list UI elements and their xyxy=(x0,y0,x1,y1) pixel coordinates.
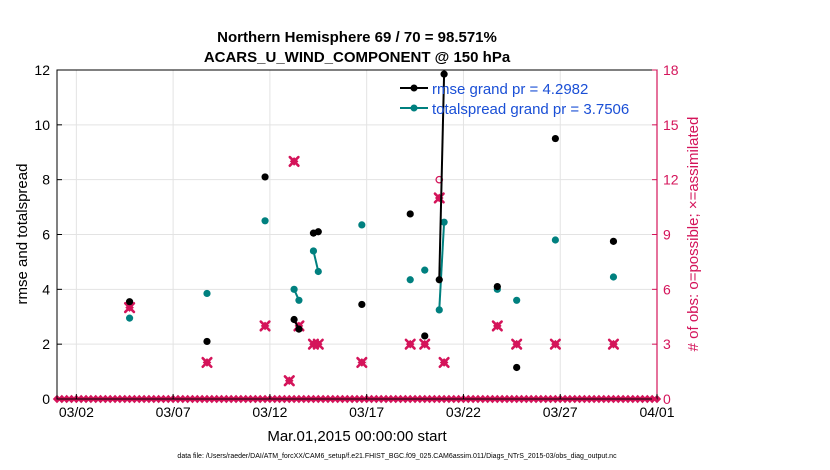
spread-point xyxy=(551,236,559,244)
obs-count-markers xyxy=(123,155,620,387)
y-left-tick-label: 0 xyxy=(42,391,50,407)
chart-title-line2: ACARS_U_WIND_COMPONENT @ 150 hPa xyxy=(204,49,511,66)
y-axis-right-label: # of obs: o=possible; ×=assimilated xyxy=(685,117,702,352)
rmse-point xyxy=(551,134,559,143)
spread-point xyxy=(261,217,269,225)
obs-assimilated-x xyxy=(491,320,503,332)
spread-point xyxy=(421,266,429,274)
x-tick-label: 03/27 xyxy=(543,404,578,420)
legend-rmse-label: rmse grand pr = 4.2982 xyxy=(432,81,588,98)
rmse-point xyxy=(609,237,618,245)
spread-point xyxy=(609,273,618,281)
obs-assimilated-x xyxy=(438,356,450,369)
rmse-point xyxy=(440,70,448,78)
rmse-point xyxy=(493,282,501,291)
rmse-point xyxy=(261,173,269,181)
rmse-point xyxy=(125,298,134,306)
spread-point xyxy=(314,267,322,276)
x-tick-label: 03/22 xyxy=(446,404,481,420)
rmse-point xyxy=(406,210,414,218)
obs-assimilated-x xyxy=(549,338,561,350)
y-right-tick-label: 6 xyxy=(663,281,671,297)
legend-spread-label: totalspread grand pr = 3.7506 xyxy=(432,101,629,118)
y-left-tick-label: 8 xyxy=(42,172,50,188)
y-left-tick-label: 10 xyxy=(34,117,50,133)
obs-assimilated-x xyxy=(312,338,324,350)
y-left-tick-label: 12 xyxy=(34,62,50,78)
grid xyxy=(57,69,658,400)
spread-point xyxy=(309,247,318,255)
y-left-tick-label: 6 xyxy=(42,227,50,243)
rmse-point xyxy=(295,325,303,333)
data-file-footnote: data file: /Users/raeder/DAI/ATM_forcXX/… xyxy=(177,453,617,460)
chart-title-line1: Northern Hemisphere 69 / 70 = 98.571% xyxy=(217,29,497,46)
spread-point xyxy=(290,285,298,293)
rmse-point xyxy=(203,337,211,346)
spread-point xyxy=(406,276,414,284)
obs-assimilated-x xyxy=(404,338,416,350)
spread-point xyxy=(435,306,443,314)
y-left-tick-label: 2 xyxy=(42,336,50,352)
obs-assimilated-x xyxy=(288,155,300,167)
spread-point xyxy=(513,296,521,304)
spread-point xyxy=(440,218,448,226)
obs-assimilated-x xyxy=(123,302,136,314)
y-right-tick-label: 3 xyxy=(663,336,671,352)
x-tick-label: 03/17 xyxy=(349,404,384,420)
x-tick-label: 04/01 xyxy=(639,404,674,420)
obs-assimilated-x xyxy=(283,375,295,387)
x-tick-label: 03/12 xyxy=(252,404,287,420)
spread-point xyxy=(203,289,211,298)
rmse-point xyxy=(513,363,521,372)
obs-assimilated-x xyxy=(511,338,523,350)
x-axis-label: Mar.01,2015 00:00:00 start xyxy=(267,428,447,445)
y-right-tick-label: 12 xyxy=(663,172,679,188)
x-tick-label: 03/07 xyxy=(156,404,191,420)
rmse-point xyxy=(314,228,322,236)
y-right-tick-label: 18 xyxy=(663,62,679,78)
obs-assimilated-x xyxy=(259,320,271,332)
y-left-tick-label: 4 xyxy=(42,281,50,297)
obs-assimilated-x xyxy=(356,356,368,369)
spread-point xyxy=(358,221,366,229)
rmse-line-segment xyxy=(438,74,446,280)
spread-line-segment xyxy=(438,222,446,310)
legend: rmse grand pr = 4.2982 totalspread grand… xyxy=(400,81,629,118)
legend-rmse-marker xyxy=(410,84,418,92)
series-lines xyxy=(125,70,618,372)
spread-point xyxy=(125,314,134,322)
obs-assimilated-x xyxy=(201,356,213,369)
y-right-tick-label: 9 xyxy=(663,227,671,243)
obs-assimilated-x xyxy=(419,338,431,350)
axes-ticks: 03/02 03/07 03/12 03/17 03/22 03/27 04/0102468… xyxy=(34,62,678,420)
spread-point xyxy=(295,296,303,304)
legend-spread-marker xyxy=(410,104,418,112)
rmse-point xyxy=(290,315,298,324)
rmse-point xyxy=(358,300,366,309)
y-right-tick-label: 0 xyxy=(663,391,671,407)
rmse-point xyxy=(421,332,429,340)
x-tick-label: 03/02 xyxy=(59,404,94,420)
rmse-point xyxy=(435,276,443,284)
obs-assimilated-x xyxy=(607,338,620,350)
y-axis-left-label: rmse and totalspread xyxy=(14,164,31,305)
y-right-tick-label: 15 xyxy=(663,117,679,133)
